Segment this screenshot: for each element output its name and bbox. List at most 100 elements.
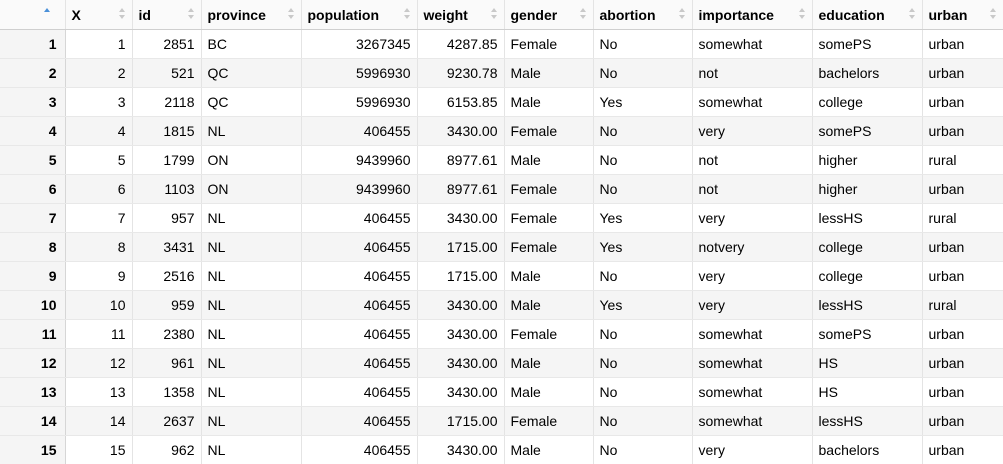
column-header-weight[interactable]: weight <box>417 0 505 30</box>
cell-x: 6 <box>65 174 133 204</box>
cell-x: 1 <box>65 29 133 59</box>
cell-abortion: Yes <box>593 87 693 117</box>
sort-icon[interactable] <box>187 8 195 20</box>
sort-icon[interactable] <box>798 8 806 20</box>
cell-population: 9439960 <box>301 145 418 175</box>
cell-urban: urban <box>922 29 1003 59</box>
cell-x: 3 <box>65 87 133 117</box>
sort-icon[interactable] <box>678 8 686 20</box>
sort-icon[interactable] <box>118 8 126 20</box>
cell-urban: urban <box>922 58 1003 88</box>
cell-urban: rural <box>922 203 1003 233</box>
table-row: 1 1 2851 BC 3267345 4287.85 Female No somewhat so… <box>0 29 1003 59</box>
cell-id: 1799 <box>132 145 202 175</box>
cell-urban: urban <box>922 232 1003 262</box>
table-row: 4 4 1815 NL 406455 3430.00 Female No very somePS u… <box>0 116 1003 146</box>
row-number: 4 <box>0 116 66 146</box>
cell-urban: urban <box>922 174 1003 204</box>
column-header-gender[interactable]: gender <box>504 0 594 30</box>
cell-weight: 3430.00 <box>417 348 505 378</box>
column-header-label: importance <box>698 7 774 23</box>
sort-icon[interactable] <box>989 8 997 20</box>
cell-id: 962 <box>132 435 202 464</box>
column-header-id[interactable]: id <box>132 0 202 30</box>
sort-down-arrow-icon <box>798 15 805 19</box>
row-number: 8 <box>0 232 66 262</box>
table-row: 6 6 1103 ON 9439960 8977.61 Female No not higher u… <box>0 174 1003 204</box>
column-header-urban[interactable]: urban <box>922 0 1003 30</box>
row-number: 12 <box>0 348 66 378</box>
column-header-abortion[interactable]: abortion <box>593 0 693 30</box>
table-row: 8 8 3431 NL 406455 1715.00 Female Yes notvery col… <box>0 232 1003 262</box>
cell-abortion: No <box>593 435 693 464</box>
cell-id: 521 <box>132 58 202 88</box>
column-header-province[interactable]: province <box>201 0 302 30</box>
cell-province: QC <box>201 87 302 117</box>
cell-education: bachelors <box>812 58 923 88</box>
cell-urban: urban <box>922 87 1003 117</box>
sort-down-arrow-icon <box>490 15 497 19</box>
row-number: 6 <box>0 174 66 204</box>
cell-id: 2516 <box>132 261 202 291</box>
table-row: 15 15 962 NL 406455 3430.00 Male No very bachelor… <box>0 435 1003 464</box>
cell-population: 406455 <box>301 232 418 262</box>
row-number: 9 <box>0 261 66 291</box>
table-row: 11 11 2380 NL 406455 3430.00 Female No somewhat s… <box>0 319 1003 349</box>
sort-icon[interactable] <box>403 8 411 20</box>
cell-gender: Male <box>504 435 594 464</box>
sort-icon[interactable] <box>579 8 587 20</box>
sort-ascending-icon[interactable] <box>44 8 51 20</box>
cell-gender: Male <box>504 145 594 175</box>
column-header-x[interactable]: X <box>65 0 133 30</box>
row-number: 2 <box>0 58 66 88</box>
sort-up-arrow-icon <box>798 8 805 12</box>
cell-abortion: Yes <box>593 203 693 233</box>
cell-importance: very <box>692 116 813 146</box>
cell-population: 5996930 <box>301 87 418 117</box>
column-header-label: weight <box>423 7 468 23</box>
column-header-importance[interactable]: importance <box>692 0 813 30</box>
cell-abortion: Yes <box>593 232 693 262</box>
row-number: 13 <box>0 377 66 407</box>
cell-id: 2637 <box>132 406 202 436</box>
sort-down-arrow-icon <box>989 15 996 19</box>
cell-province: QC <box>201 58 302 88</box>
cell-weight: 1715.00 <box>417 406 505 436</box>
cell-weight: 1715.00 <box>417 232 505 262</box>
row-number: 1 <box>0 29 66 59</box>
cell-province: NL <box>201 348 302 378</box>
column-header-rownames[interactable] <box>0 0 66 30</box>
row-number: 14 <box>0 406 66 436</box>
sort-up-arrow-icon <box>118 8 125 12</box>
column-header-population[interactable]: population <box>301 0 418 30</box>
cell-education: somePS <box>812 116 923 146</box>
row-number: 3 <box>0 87 66 117</box>
cell-gender: Male <box>504 348 594 378</box>
sort-icon[interactable] <box>287 8 295 20</box>
cell-abortion: No <box>593 319 693 349</box>
column-header-education[interactable]: education <box>812 0 923 30</box>
column-header-label: education <box>818 7 885 23</box>
cell-education: somePS <box>812 29 923 59</box>
cell-importance: very <box>692 290 813 320</box>
cell-x: 15 <box>65 435 133 464</box>
cell-weight: 3430.00 <box>417 435 505 464</box>
table-row: 2 2 521 QC 5996930 9230.78 Male No not bachelors u… <box>0 58 1003 88</box>
cell-gender: Male <box>504 377 594 407</box>
cell-id: 2851 <box>132 29 202 59</box>
sort-icon[interactable] <box>490 8 498 20</box>
cell-population: 406455 <box>301 290 418 320</box>
cell-education: bachelors <box>812 435 923 464</box>
cell-importance: somewhat <box>692 29 813 59</box>
cell-population: 3267345 <box>301 29 418 59</box>
cell-urban: urban <box>922 406 1003 436</box>
cell-x: 10 <box>65 290 133 320</box>
cell-province: NL <box>201 261 302 291</box>
cell-gender: Female <box>504 406 594 436</box>
sort-icon[interactable] <box>908 8 916 20</box>
cell-id: 2118 <box>132 87 202 117</box>
cell-province: NL <box>201 232 302 262</box>
cell-province: NL <box>201 377 302 407</box>
